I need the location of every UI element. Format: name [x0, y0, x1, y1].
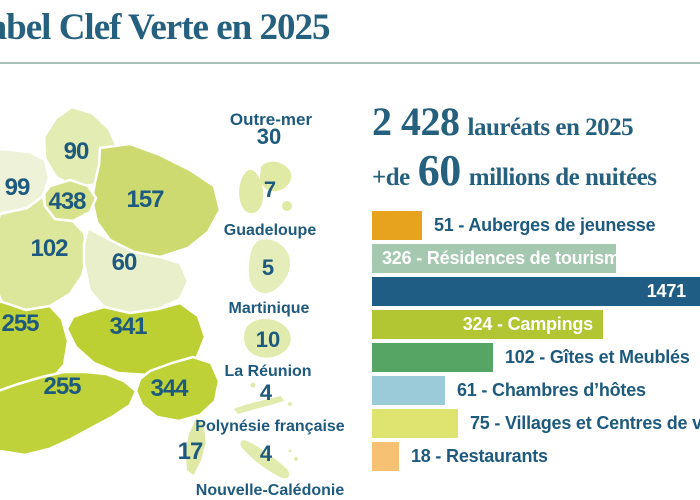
region-value-corse: 17 [177, 438, 204, 465]
island-la-reunion [244, 318, 291, 358]
region-value-occitanie: 255 [43, 373, 81, 400]
headline-stats: 2 428 lauréats en 2025 +de 60 millions d… [372, 98, 657, 196]
region-value-paca: 344 [150, 375, 188, 402]
label-polynesie: Polynésie française [195, 418, 345, 435]
bar-label-chambres: 61 - Chambres d’hôtes [457, 380, 646, 400]
bar-hotels: 1471 [372, 277, 700, 306]
region-value-normandie: 99 [4, 174, 31, 201]
laureats-text: lauréats en 2025 [467, 114, 634, 141]
region-ile-de-france [42, 178, 98, 223]
region-value-bourgogne: 60 [111, 249, 138, 276]
label-guadeloupe: Guadeloupe [223, 222, 317, 239]
label-nouvelle-caledonie: Nouvelle-Calédonie [195, 482, 345, 499]
region-bourgogne-franche-comte [82, 226, 190, 315]
island-martinique [248, 239, 291, 294]
bar-campings: 324 - Campings [372, 310, 603, 339]
bar-label-hotels: 1471 [646, 281, 686, 301]
laureats-value: 2 428 [372, 99, 460, 144]
value-guadeloupe: 7 [263, 177, 277, 202]
bar-chambres: 61 - Chambres d’hôtes [372, 376, 646, 405]
outremer-total: 30 [256, 124, 282, 149]
france-map [0, 105, 222, 479]
value-martinique: 5 [261, 255, 275, 280]
island-nouvelle-caledonie [240, 440, 298, 479]
page-title: Label Clef Verte en 2025 [0, 7, 330, 48]
bar-label-restaurants: 18 - Restaurants [411, 446, 548, 466]
region-value-centre: 102 [30, 235, 68, 262]
region-value-nouvelle-aquitaine: 255 [1, 310, 39, 337]
bar-residences: 326 - Résidences de tourisme [372, 244, 630, 273]
bar-gites: 102 - Gîtes et Meublés [372, 343, 690, 372]
outremer-title: Outre-mer [229, 110, 313, 129]
value-nouvelle-caledonie: 4 [259, 441, 273, 466]
region-value-ile-de-france: 438 [48, 188, 86, 215]
island-polynesie [234, 382, 292, 414]
title-divider [0, 62, 700, 64]
value-la-reunion: 10 [255, 327, 281, 352]
bar-label-residences: 326 - Résidences de tourisme [382, 248, 630, 268]
island-guadeloupe [239, 161, 292, 214]
label-martinique: Martinique [228, 300, 310, 317]
region-corse [182, 414, 209, 479]
bar-label-campings: 324 - Campings [462, 314, 593, 334]
region-value-hauts-de-france: 90 [63, 138, 90, 165]
outremer-islands [234, 161, 298, 479]
region-occitanie [0, 370, 138, 457]
value-polynesie: 4 [259, 380, 273, 405]
stat-nuitees: +de 60 millions de nuitées [372, 145, 657, 196]
region-nouvelle-aquitaine [0, 300, 70, 396]
nuitees-value: 60 [417, 146, 462, 195]
bar-label-villages: 75 - Villages et Centres de vacances [470, 413, 700, 433]
bar-restaurants: 18 - Restaurants [372, 442, 548, 471]
bar-label-gites: 102 - Gîtes et Meublés [505, 347, 690, 367]
region-value-auvergne-rhone-alpes: 341 [109, 313, 147, 340]
bar-auberges: 51 - Auberges de jeunesse [372, 211, 656, 240]
bar-villages: 75 - Villages et Centres de vacances [372, 409, 700, 438]
stat-laureats: 2 428 lauréats en 2025 [372, 98, 657, 145]
bar-label-auberges: 51 - Auberges de jeunesse [434, 215, 656, 235]
region-provence-alpes-cote-d-azur [134, 355, 221, 423]
region-grand-est [90, 142, 222, 259]
region-value-grand-est: 157 [126, 186, 164, 213]
label-la-reunion: La Réunion [224, 363, 312, 380]
nuitees-text: millions de nuitées [468, 164, 657, 191]
nuitees-prefix: +de [372, 164, 410, 191]
